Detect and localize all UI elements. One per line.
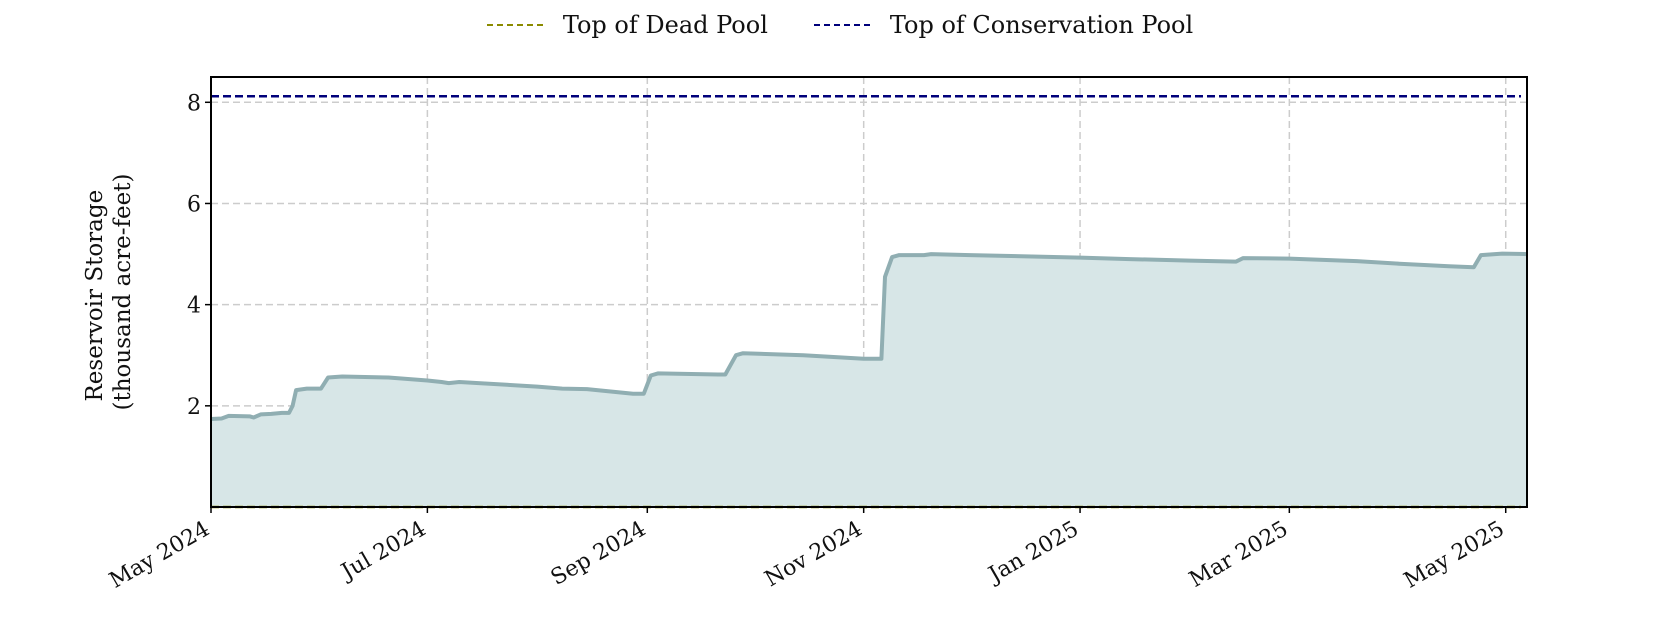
x-tick-label: Jul 2024 xyxy=(336,517,431,586)
x-tick-label: May 2025 xyxy=(1400,517,1509,594)
plot-frame xyxy=(210,76,1528,508)
legend-item-conservation-pool: Top of Conservation Pool xyxy=(813,11,1194,39)
x-tick-label: Nov 2024 xyxy=(761,517,867,593)
y-tick-label: 4 xyxy=(187,294,201,319)
legend: Top of Dead Pool Top of Conservation Poo… xyxy=(0,8,1680,42)
storage-area-fill xyxy=(211,253,1527,507)
y-axis-ticks: 2 4 6 8 xyxy=(187,91,211,420)
x-tick-label: Sep 2024 xyxy=(547,517,651,591)
x-tick-label: Jan 2025 xyxy=(983,517,1083,589)
legend-label-dead-pool: Top of Dead Pool xyxy=(562,11,768,39)
y-tick-label: 6 xyxy=(187,192,201,217)
y-tick-label: 8 xyxy=(187,91,201,116)
y-axis-label-line2: (thousand acre-feet) xyxy=(110,174,136,411)
legend-item-dead-pool: Top of Dead Pool xyxy=(486,11,768,39)
y-axis-label-line1: Reservoir Storage xyxy=(82,190,108,402)
x-tick-label: May 2024 xyxy=(105,517,214,594)
storage-line xyxy=(210,251,1528,421)
legend-swatch-conservation-pool xyxy=(813,24,870,26)
y-tick-label: 2 xyxy=(187,395,201,420)
legend-swatch-dead-pool xyxy=(486,24,543,26)
x-tick-label: Mar 2025 xyxy=(1185,517,1292,593)
legend-label-conservation-pool: Top of Conservation Pool xyxy=(889,11,1194,39)
y-axis-label: Reservoir Storage (thousand acre-feet) xyxy=(82,174,136,411)
x-axis-ticks: May 2024 Jul 2024 Sep 2024 Nov 2024 Jan 2025… xyxy=(105,507,1509,594)
